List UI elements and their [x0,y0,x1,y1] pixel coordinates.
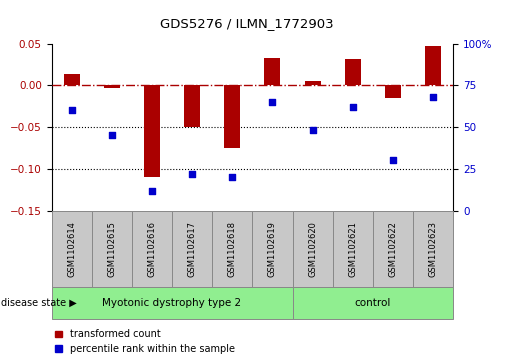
Bar [132,211,172,287]
Bar [144,85,160,177]
Point [228,174,236,180]
Bar [52,211,92,287]
Text: GSM1102619: GSM1102619 [268,221,277,277]
Bar [425,46,441,85]
Bar [92,211,132,287]
Bar [264,58,281,85]
Point [188,171,196,177]
Text: disease state ▶: disease state ▶ [1,298,76,308]
Legend: transformed count, percentile rank within the sample: transformed count, percentile rank withi… [51,326,238,358]
Text: GDS5276 / ILMN_1772903: GDS5276 / ILMN_1772903 [160,17,334,30]
Point [349,104,357,110]
Bar [252,211,293,287]
Text: Myotonic dystrophy type 2: Myotonic dystrophy type 2 [102,298,242,308]
Bar [63,74,80,85]
Bar [304,81,321,85]
Bar [293,287,453,319]
Bar [172,211,212,287]
Text: control: control [355,298,391,308]
Bar [345,58,361,85]
Text: GSM1102618: GSM1102618 [228,221,237,277]
Bar [413,211,453,287]
Text: GSM1102614: GSM1102614 [67,221,76,277]
Text: GSM1102621: GSM1102621 [348,221,357,277]
Point [268,99,277,105]
Text: GSM1102615: GSM1102615 [107,221,116,277]
Bar [385,85,401,98]
Point [308,127,317,133]
Bar [373,211,413,287]
Text: GSM1102620: GSM1102620 [308,221,317,277]
Point [389,158,397,163]
Point [67,107,76,113]
Point [429,94,437,100]
Bar [104,85,120,88]
Text: GSM1102623: GSM1102623 [428,221,438,277]
Bar [184,85,200,127]
Bar [293,211,333,287]
Bar [224,85,241,148]
Text: GSM1102622: GSM1102622 [388,221,398,277]
Text: GSM1102616: GSM1102616 [147,221,157,277]
Text: GSM1102617: GSM1102617 [187,221,197,277]
Point [148,188,156,193]
Bar [212,211,252,287]
Bar [333,211,373,287]
Bar [52,287,293,319]
Point [108,132,116,138]
